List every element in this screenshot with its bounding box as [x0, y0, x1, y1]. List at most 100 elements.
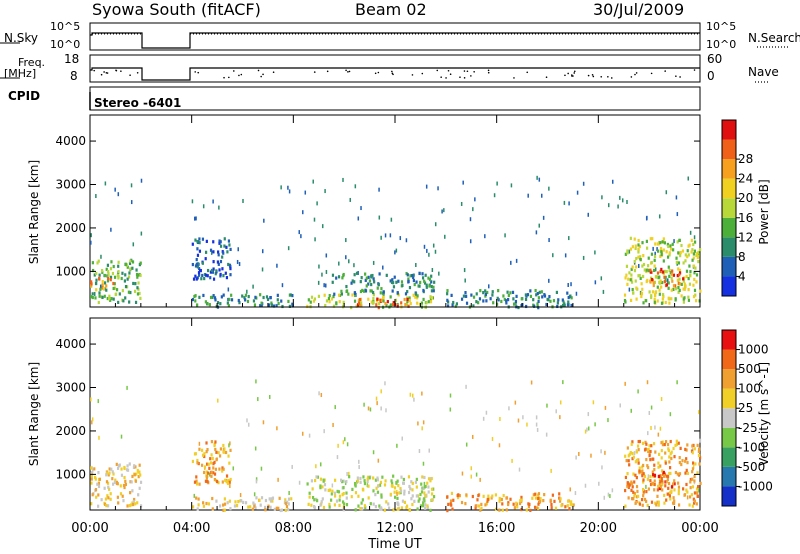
power-cell — [241, 294, 244, 298]
power-cell — [676, 274, 679, 278]
velocity-cell — [646, 477, 650, 481]
velocity-cell — [690, 449, 694, 453]
velocity-cell — [244, 501, 248, 505]
nave-dot — [223, 76, 225, 79]
velocity-speckle — [209, 472, 211, 477]
power-cell — [692, 256, 695, 260]
velocity-speckle — [584, 429, 587, 434]
power-cell — [534, 288, 537, 293]
power-speckle — [218, 205, 220, 210]
power-cell — [661, 240, 664, 244]
velocity-cell — [624, 454, 627, 458]
velocity-cell — [695, 491, 699, 495]
power-cell — [684, 284, 687, 288]
power-speckle — [607, 203, 610, 208]
power-speckle — [99, 284, 102, 289]
velocity-cell — [211, 496, 214, 501]
velocity-cell — [537, 496, 540, 500]
power-cell — [358, 297, 362, 302]
velocity-cell — [400, 475, 403, 479]
power-cell — [475, 292, 478, 296]
power-cell — [291, 304, 294, 308]
velocity-cell — [668, 455, 671, 459]
power-cell — [692, 252, 695, 256]
power-cell — [113, 286, 117, 290]
velocity-cell — [367, 496, 370, 500]
velocity-cell — [696, 443, 699, 447]
power-speckle — [564, 253, 567, 258]
velocity-cell — [678, 472, 682, 476]
velocity-cell — [316, 475, 320, 479]
velocity-cell — [664, 484, 667, 488]
velocity-speckle — [358, 465, 360, 470]
colorbar-segment — [722, 466, 736, 487]
power-cell — [682, 300, 685, 304]
velocity-cell — [222, 508, 225, 513]
velocity-cell — [253, 504, 256, 508]
velocity-cell — [397, 483, 400, 488]
velocity-cell — [311, 495, 315, 500]
power-cell — [645, 268, 648, 272]
power-cell — [419, 280, 422, 285]
noise-left-tick-low: 10^0 — [50, 38, 81, 51]
power-cell — [670, 276, 673, 280]
power-cell — [667, 296, 670, 300]
velocity-speckle — [604, 450, 606, 455]
velocity-cell — [505, 496, 509, 500]
velocity-cell — [216, 479, 219, 484]
power-cell — [105, 284, 108, 288]
power-cell — [337, 275, 341, 279]
power-cell — [342, 272, 345, 277]
velocity-speckle — [584, 483, 587, 488]
power-cell — [652, 283, 655, 288]
nave-dot — [607, 75, 609, 78]
velocity-cell — [277, 506, 280, 510]
power-cell — [492, 301, 495, 305]
velocity-cell — [359, 507, 362, 511]
power-cell — [378, 272, 381, 276]
velocity-cell — [663, 501, 666, 505]
power-speckle — [676, 212, 679, 217]
velocity-cell — [642, 463, 645, 468]
power-speckle — [423, 244, 426, 249]
velocity-cell — [363, 481, 367, 486]
power-cell — [208, 303, 211, 307]
power-speckle — [325, 253, 328, 258]
velocity-cell — [191, 459, 194, 464]
power-speckle — [202, 204, 205, 209]
velocity-cell — [653, 468, 656, 472]
power-cell — [650, 252, 654, 256]
power-cell — [680, 243, 683, 248]
power-cell — [134, 282, 137, 286]
power-speckle — [394, 250, 396, 255]
power-cell — [203, 276, 206, 281]
power-cell — [276, 298, 279, 302]
power-speckle — [536, 175, 538, 180]
velocity-cell — [695, 487, 699, 491]
power-cell — [669, 244, 672, 248]
power-ytick-label: 2000 — [55, 221, 86, 235]
power-cell — [694, 293, 697, 297]
velocity-cell — [372, 489, 375, 493]
power-cell — [135, 272, 139, 277]
velocity-cell — [651, 481, 655, 486]
velocity-cell — [627, 459, 630, 463]
velocity-cell — [662, 472, 665, 476]
velocity-speckle — [485, 410, 488, 415]
velocity-speckle — [319, 462, 322, 467]
velocity-cell — [477, 493, 480, 498]
power-cell — [137, 281, 140, 285]
power-speckle — [263, 218, 265, 223]
power-speckle — [261, 249, 264, 254]
power-cell — [401, 283, 404, 287]
velocity-cell — [542, 499, 545, 503]
velocity-cell — [357, 504, 360, 508]
velocity-speckle — [592, 400, 595, 405]
velocity-cell — [641, 474, 644, 478]
power-cell — [331, 280, 334, 284]
power-speckle — [195, 216, 197, 221]
velocity-cell — [389, 492, 392, 496]
velocity-cell — [207, 471, 210, 475]
power-cell — [662, 295, 665, 299]
colorbar-tick-label: 1000 — [738, 343, 769, 357]
